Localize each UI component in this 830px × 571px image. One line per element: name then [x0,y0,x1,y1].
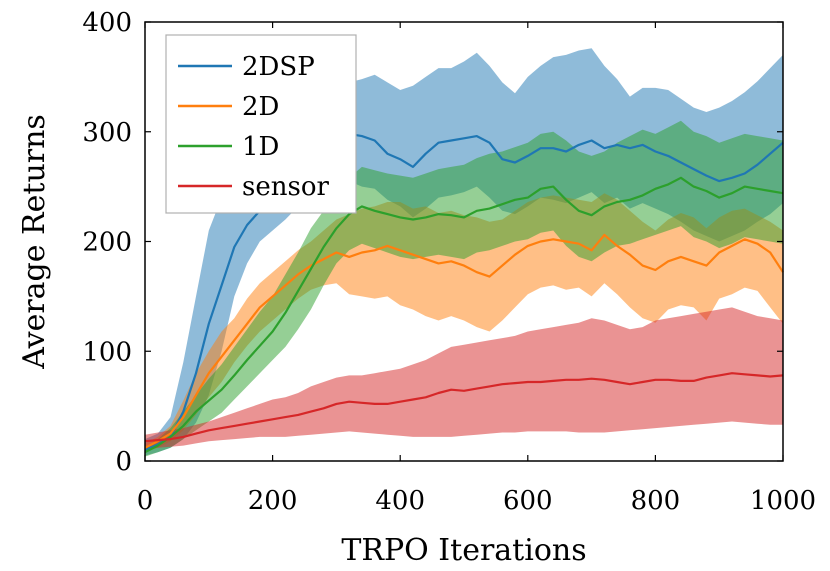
y-axis-title: Average Returns [17,114,52,370]
line-sensor [144,372,784,443]
y-axis-ticks: 0 100 200 300 400 [82,8,783,477]
legend-label-2dsp: 2DSP [242,52,315,82]
line-2dsp [144,132,784,452]
band-1d [145,120,783,457]
y-tick-label: 300 [82,118,132,148]
x-axis-title: TRPO Iterations [341,533,586,568]
x-tick-label: 1000 [750,486,816,516]
legend: 2DSP 2D 1D sensor [165,34,357,214]
line-2d [144,233,784,449]
series-lines [144,132,784,454]
x-tick-label: 600 [503,486,553,516]
x-tick-label: 0 [137,486,154,516]
legend-label-2d: 2D [242,92,279,122]
x-tick-label: 800 [631,486,681,516]
legend-label-sensor: sensor [242,172,329,202]
x-axis-ticks: 0 200 400 600 800 1000 [137,22,816,516]
y-tick-label: 400 [82,8,132,38]
y-tick-label: 200 [82,228,132,258]
y-tick-label: 100 [82,337,132,367]
x-tick-label: 200 [248,486,298,516]
legend-label-1d: 1D [242,132,279,162]
line-1d [144,176,784,454]
y-tick-label: 0 [115,447,132,477]
legend-box [165,34,357,214]
x-tick-label: 400 [375,486,425,516]
